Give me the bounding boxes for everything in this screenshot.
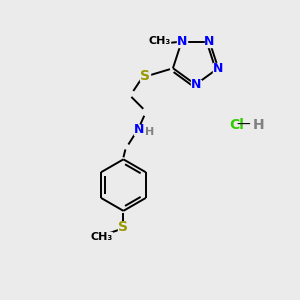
Text: H: H (145, 127, 154, 136)
Bar (92, 232, 112, 242)
Text: H: H (253, 118, 265, 132)
Text: S: S (118, 220, 128, 234)
Bar (177, 37, 187, 46)
Bar (140, 71, 150, 81)
Text: N: N (204, 35, 215, 48)
Bar (150, 36, 170, 46)
Text: N: N (134, 123, 145, 136)
Text: CH₃: CH₃ (149, 36, 171, 46)
Text: N: N (190, 78, 201, 91)
Bar (205, 37, 214, 46)
Text: N: N (176, 35, 187, 48)
Text: CH₃: CH₃ (91, 232, 113, 242)
Bar (190, 80, 200, 90)
Bar (118, 222, 128, 232)
Bar (134, 125, 144, 135)
Text: —: — (236, 118, 250, 132)
Bar (213, 63, 223, 73)
Text: Cl: Cl (229, 118, 244, 132)
Text: S: S (140, 69, 150, 83)
Text: N: N (213, 62, 224, 75)
